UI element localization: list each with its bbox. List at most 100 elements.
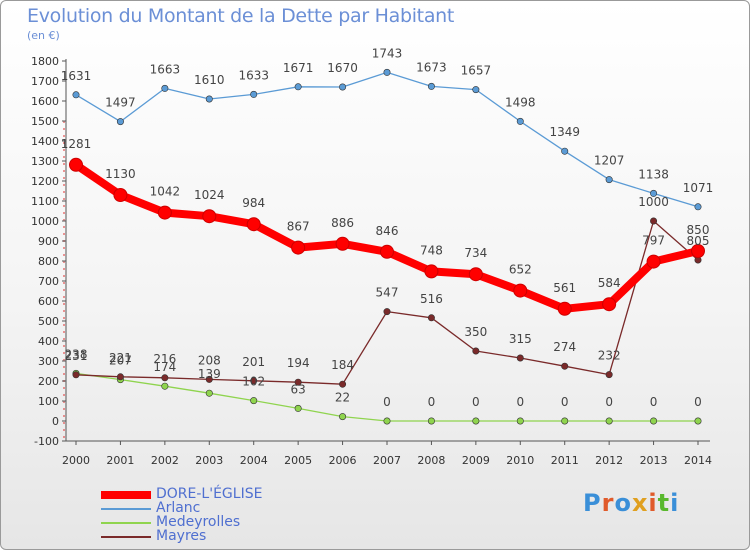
data-label: 547 (376, 286, 399, 300)
data-point (691, 244, 705, 258)
data-point (383, 417, 391, 425)
y-tick-label: 400 (38, 335, 59, 348)
data-point (250, 397, 258, 405)
data-label: 0 (561, 395, 569, 409)
y-tick-label: 300 (38, 355, 59, 368)
y-tick-label: 700 (38, 275, 59, 288)
data-point (72, 91, 80, 99)
data-point (339, 413, 347, 421)
data-point (557, 301, 572, 316)
data-label: 984 (242, 196, 265, 210)
x-tick-label: 2005 (284, 454, 312, 467)
data-label: 174 (153, 360, 176, 374)
data-point (427, 82, 435, 90)
data-point (605, 176, 613, 184)
brand-logo-letter: i (670, 489, 680, 517)
data-point (694, 417, 702, 425)
y-tick-label: 600 (38, 295, 59, 308)
data-label: 652 (509, 263, 532, 277)
data-point (427, 314, 435, 322)
data-label: 0 (428, 395, 436, 409)
x-tick-label: 2000 (62, 454, 90, 467)
data-point (205, 95, 213, 103)
y-tick-label: 0 (52, 415, 59, 428)
data-point (694, 203, 702, 211)
data-label: 0 (605, 395, 613, 409)
data-point (161, 84, 169, 92)
data-label: 1042 (150, 185, 181, 199)
y-tick-label: 1800 (31, 55, 59, 68)
data-label: 1024 (194, 188, 225, 202)
data-label: 207 (109, 354, 132, 368)
brand-logo-letter: x (631, 489, 649, 517)
data-label: 0 (472, 395, 480, 409)
y-tick-label: 800 (38, 255, 59, 268)
y-tick-label: 1300 (31, 155, 59, 168)
data-point (468, 267, 483, 282)
brand-logo-letter: o (614, 489, 632, 517)
y-tick-label: 1000 (31, 215, 59, 228)
data-label: 232 (598, 349, 621, 363)
data-point (69, 157, 83, 172)
data-label: 846 (376, 224, 399, 238)
y-tick-label: 1500 (31, 115, 59, 128)
data-point (513, 283, 528, 298)
data-label: 886 (331, 216, 354, 230)
data-point (202, 209, 217, 224)
y-tick-label: 1700 (31, 75, 59, 88)
data-label: 1663 (150, 62, 181, 76)
data-point (205, 389, 213, 397)
data-label: 194 (287, 356, 310, 370)
data-point (650, 417, 658, 425)
data-label: 184 (331, 358, 354, 372)
data-point (650, 217, 658, 225)
brand-logo: Proxiti (583, 489, 679, 517)
data-label: 208 (198, 353, 221, 367)
y-tick-label: 900 (38, 235, 59, 248)
x-tick-label: 2010 (506, 454, 534, 467)
x-tick-label: 2003 (195, 454, 223, 467)
legend-label: Arlanc (156, 500, 201, 516)
data-label: 216 (153, 352, 176, 366)
data-label: 1673 (416, 60, 447, 74)
data-point (250, 377, 258, 385)
x-tick-label: 2007 (373, 454, 401, 467)
data-label: 1281 (61, 137, 92, 151)
data-label: 139 (198, 367, 221, 381)
brand-logo-letter: P (583, 489, 602, 517)
data-label: 1207 (594, 154, 625, 168)
legend-label: Medeyrolles (156, 514, 241, 530)
data-label: 1657 (461, 64, 492, 78)
data-label: 561 (553, 281, 576, 295)
y-tick-label: 500 (38, 315, 59, 328)
data-label: 850 (687, 223, 710, 237)
data-point (116, 118, 124, 126)
data-label: 231 (65, 349, 88, 363)
data-point (161, 374, 169, 382)
data-point (561, 417, 569, 425)
data-label: 1670 (327, 61, 358, 75)
y-tick-label: 100 (38, 395, 59, 408)
data-point (161, 382, 169, 390)
data-label: 1071 (683, 181, 714, 195)
data-label: 1633 (238, 68, 269, 82)
x-tick-label: 2009 (462, 454, 490, 467)
x-tick-label: 2013 (640, 454, 668, 467)
data-label: 0 (650, 395, 658, 409)
data-label: 0 (383, 395, 391, 409)
data-label: 102 (242, 375, 265, 389)
data-label: 0 (694, 395, 702, 409)
data-point (380, 244, 394, 259)
data-point (383, 68, 391, 76)
data-point (246, 217, 261, 232)
data-label: 1671 (283, 61, 314, 75)
data-point (472, 86, 480, 94)
data-point (294, 378, 302, 386)
data-point (516, 354, 524, 362)
data-point (472, 417, 480, 425)
x-tick-label: 2011 (551, 454, 579, 467)
data-label: 1631 (61, 69, 92, 83)
y-tick-label: 1100 (31, 195, 59, 208)
y-tick-label: -100 (34, 435, 59, 448)
